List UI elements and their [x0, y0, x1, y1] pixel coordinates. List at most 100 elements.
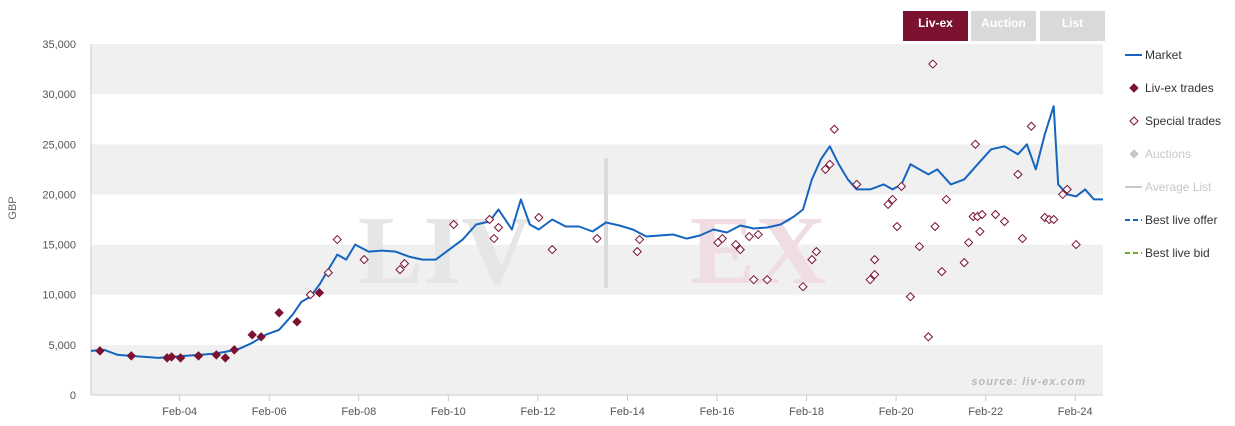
special-trade-point[interactable]: [1013, 169, 1023, 180]
special-trade-point[interactable]: [905, 292, 916, 302]
legend-label: Special trades: [1145, 114, 1221, 128]
livex-trade-point[interactable]: [220, 353, 231, 363]
legend-item[interactable]: Best live bid: [1125, 246, 1210, 260]
special-trade-point[interactable]: [547, 244, 557, 255]
special-trade-point[interactable]: [1026, 121, 1037, 131]
livex-trades-series[interactable]: [95, 288, 325, 363]
special-trade-point[interactable]: [717, 233, 728, 244]
livex-trade-point[interactable]: [126, 351, 137, 361]
special-trade-point[interactable]: [735, 244, 745, 255]
special-trade-point[interactable]: [359, 254, 369, 265]
special-trade-point[interactable]: [928, 59, 938, 69]
special-trade-point[interactable]: [820, 164, 831, 175]
livex-trade-point[interactable]: [95, 346, 105, 356]
legend-item[interactable]: Best live offer: [1125, 213, 1217, 227]
livex-trade-point[interactable]: [314, 288, 325, 298]
y-tick-label: 35,000: [42, 39, 76, 51]
special-trade-point[interactable]: [534, 212, 544, 223]
special-trade-point[interactable]: [892, 221, 902, 232]
special-trade-point[interactable]: [937, 266, 947, 277]
special-trade-point[interactable]: [829, 124, 840, 134]
special-trade-point[interactable]: [990, 209, 1001, 220]
special-trade-point[interactable]: [923, 332, 934, 342]
special-trade-point[interactable]: [332, 234, 342, 245]
special-trade-point[interactable]: [807, 254, 817, 265]
livex-trade-point[interactable]: [256, 332, 266, 342]
special-trades-series[interactable]: [305, 59, 1081, 342]
special-trade-point[interactable]: [395, 264, 405, 275]
legend-item[interactable]: Market: [1125, 48, 1182, 62]
special-trade-point[interactable]: [852, 179, 862, 190]
special-trade-point[interactable]: [887, 194, 898, 205]
legend-item[interactable]: Liv-ex trades: [1129, 81, 1214, 95]
legend-diamond-symbol[interactable]: [1129, 83, 1139, 93]
livex-trade-point[interactable]: [247, 330, 257, 340]
special-trade-point[interactable]: [634, 234, 645, 245]
special-trade-point[interactable]: [449, 219, 459, 230]
livex-trade-point[interactable]: [274, 308, 284, 318]
special-trade-point[interactable]: [811, 246, 822, 257]
y-tick-label: 30,000: [42, 89, 76, 101]
special-trade-point[interactable]: [914, 241, 925, 252]
special-trade-point[interactable]: [305, 290, 316, 300]
special-trade-point[interactable]: [963, 237, 974, 248]
special-trade-point[interactable]: [731, 239, 741, 250]
legend-diamond-symbol[interactable]: [1129, 116, 1139, 126]
grid-band: [91, 244, 1103, 295]
legend-item[interactable]: Average List: [1125, 180, 1212, 194]
grid-band: [91, 44, 1103, 95]
special-trade-point[interactable]: [970, 139, 981, 149]
legend-item[interactable]: Auctions: [1129, 147, 1191, 161]
special-trade-point[interactable]: [1062, 184, 1072, 195]
special-trade-point[interactable]: [749, 274, 759, 285]
special-trade-point[interactable]: [869, 269, 880, 280]
livex-trade-point[interactable]: [193, 351, 204, 361]
special-trade-point[interactable]: [1017, 233, 1028, 244]
y-tick-label: 15,000: [42, 240, 76, 252]
special-trade-point[interactable]: [1040, 212, 1050, 223]
special-trade-point[interactable]: [825, 159, 835, 170]
tab-auction[interactable]: Auction: [971, 11, 1036, 41]
livex-trade-point[interactable]: [211, 350, 222, 360]
special-trade-point[interactable]: [632, 246, 643, 257]
livex-trade-point[interactable]: [166, 352, 177, 362]
special-trade-point[interactable]: [798, 281, 808, 292]
special-trade-point[interactable]: [493, 222, 504, 233]
y-tick-label: 0: [70, 390, 76, 402]
special-trade-point[interactable]: [762, 274, 772, 285]
special-trade-point[interactable]: [484, 214, 495, 225]
tab-list[interactable]: List: [1040, 11, 1105, 41]
legend-diamond-symbol[interactable]: [1129, 149, 1139, 159]
special-trade-point[interactable]: [930, 221, 940, 232]
special-trade-point[interactable]: [896, 181, 907, 192]
x-tick-label: Feb-04: [162, 406, 197, 418]
x-tick-label: Feb-08: [341, 406, 376, 418]
special-trade-point[interactable]: [1049, 214, 1059, 225]
livex-trade-point[interactable]: [292, 317, 302, 327]
special-trade-point[interactable]: [977, 209, 987, 220]
special-trade-point[interactable]: [869, 254, 880, 265]
special-trade-point[interactable]: [941, 194, 951, 205]
special-trade-point[interactable]: [1057, 189, 1068, 200]
special-trade-point[interactable]: [323, 267, 334, 278]
special-trade-point[interactable]: [959, 257, 969, 268]
special-trade-point[interactable]: [1071, 239, 1081, 250]
special-trade-point[interactable]: [753, 229, 763, 240]
special-trade-point[interactable]: [592, 233, 602, 244]
x-tick-label: Feb-20: [879, 406, 914, 418]
market-series[interactable]: [90, 105, 1103, 359]
special-trade-point[interactable]: [489, 233, 499, 244]
special-trade-point[interactable]: [999, 216, 1010, 227]
special-trade-point[interactable]: [865, 274, 875, 285]
tab-livex[interactable]: Liv-ex: [903, 11, 968, 41]
market-line[interactable]: [90, 105, 1103, 359]
special-trade-point[interactable]: [744, 231, 754, 242]
special-trade-point[interactable]: [883, 199, 893, 210]
special-trade-point[interactable]: [975, 226, 985, 237]
livex-trade-point[interactable]: [229, 345, 239, 355]
legend-item[interactable]: Special trades: [1129, 114, 1221, 128]
livex-trade-point[interactable]: [175, 353, 186, 363]
special-trade-point[interactable]: [399, 258, 410, 269]
x-axis-ticks: Feb-04 Feb-06 Feb-08 Feb-10 Feb-12 Feb-14 Feb-…: [162, 395, 1093, 418]
